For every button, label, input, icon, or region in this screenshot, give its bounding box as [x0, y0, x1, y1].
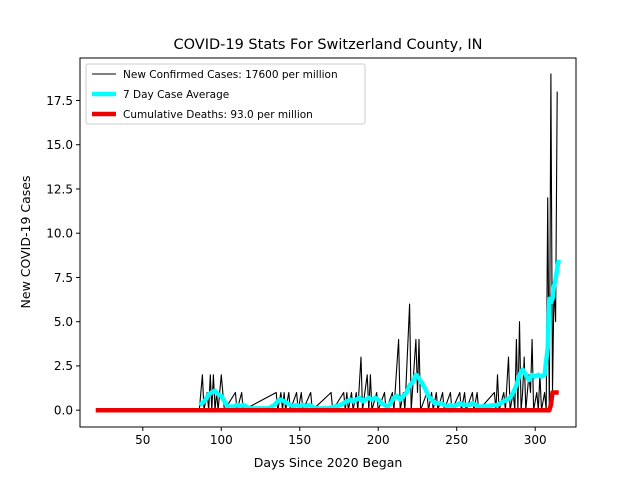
y-tick-label: 0.0: [54, 403, 73, 417]
y-axis: 0.0 2.5 5.0 7.5 10.0 12.5 15.0 17.5: [46, 94, 80, 417]
y-tick-label: 17.5: [46, 94, 73, 108]
legend-label: 7 Day Case Average: [123, 89, 229, 101]
x-tick-label: 100: [210, 433, 233, 447]
plot-frame: [79, 57, 577, 428]
x-axis: 50 100 150 200 250 300: [135, 427, 547, 447]
legend-label: Cumulative Deaths: 93.0 per million: [123, 109, 313, 121]
x-tick-label: 50: [135, 433, 150, 447]
y-axis-label: New COVID-19 Cases: [18, 176, 33, 309]
cumulative-deaths-line: [95, 390, 559, 413]
chart-title: COVID-19 Stats For Switzerland County, I…: [174, 37, 483, 53]
new-cases-line: [198, 73, 558, 411]
plot-area: [95, 73, 561, 413]
y-tick-label: 7.5: [54, 271, 73, 285]
legend-label: New Confirmed Cases: 17600 per million: [123, 69, 338, 81]
legend: New Confirmed Cases: 17600 per million 7 …: [85, 63, 366, 125]
y-tick-label: 15.0: [46, 138, 73, 152]
y-tick-label: 10.0: [46, 227, 73, 241]
legend-box: [85, 63, 366, 125]
x-axis-label: Days Since 2020 Began: [254, 455, 403, 470]
x-tick-label: 150: [288, 433, 311, 447]
x-tick-label: 300: [524, 433, 547, 447]
x-tick-label: 250: [445, 433, 468, 447]
y-tick-label: 5.0: [54, 315, 73, 329]
y-tick-label: 12.5: [46, 182, 73, 196]
y-tick-label: 2.5: [54, 359, 73, 373]
x-tick-label: 200: [367, 433, 390, 447]
